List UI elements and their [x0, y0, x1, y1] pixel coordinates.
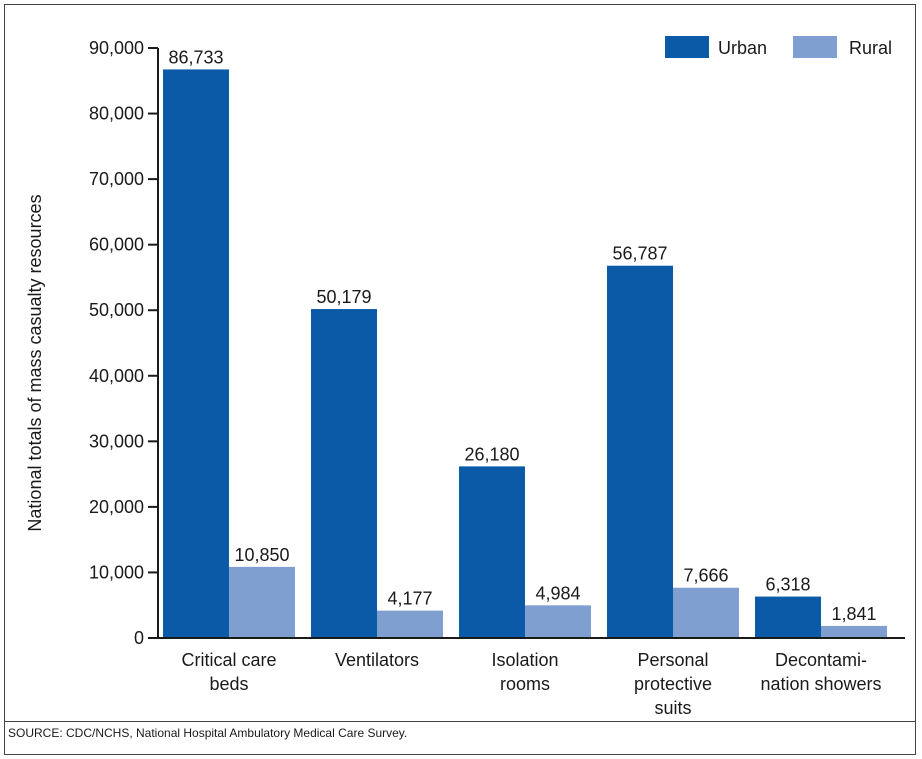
x-tick-label: Personal: [637, 650, 708, 670]
y-tick-label: 10,000: [89, 562, 144, 582]
y-tick-label: 80,000: [89, 104, 144, 124]
data-label-rural: 7,666: [683, 566, 728, 586]
data-label-rural: 10,850: [234, 545, 289, 565]
source-note: SOURCE: CDC/NCHS, National Hospital Ambu…: [8, 726, 408, 740]
data-label-urban: 50,179: [316, 287, 371, 307]
y-tick-label: 20,000: [89, 497, 144, 517]
x-tick-label: Ventilators: [335, 650, 419, 670]
bar-rural: [377, 610, 443, 638]
x-tick-label: Decontami-: [775, 650, 867, 670]
y-tick-label: 70,000: [89, 169, 144, 189]
y-tick-label: 0: [134, 628, 144, 648]
bar-urban: [163, 69, 229, 639]
x-tick-label: Isolation: [491, 650, 558, 670]
y-tick-label: 50,000: [89, 300, 144, 320]
y-tick-label: 40,000: [89, 366, 144, 386]
legend-swatch-urban: [665, 36, 709, 58]
x-tick-label: rooms: [500, 674, 550, 694]
y-axis-title: National totals of mass casualty resourc…: [25, 194, 45, 531]
bar-rural: [821, 625, 887, 638]
bar-urban: [607, 265, 673, 638]
data-label-urban: 56,787: [612, 244, 667, 264]
data-label-rural: 4,984: [535, 583, 580, 603]
bar-rural: [229, 566, 295, 638]
data-label-urban: 26,180: [464, 444, 519, 464]
data-label-urban: 86,733: [168, 47, 223, 67]
x-tick-label: nation showers: [760, 674, 881, 694]
x-tick-label: beds: [209, 674, 248, 694]
y-tick-label: 60,000: [89, 235, 144, 255]
legend-swatch-rural: [793, 36, 837, 58]
x-tick-label: Critical care: [181, 650, 276, 670]
data-label-rural: 1,841: [831, 604, 876, 624]
y-tick-label: 30,000: [89, 431, 144, 451]
bar-rural: [673, 587, 739, 638]
footer-divider: [5, 721, 915, 722]
legend-label-urban: Urban: [718, 38, 767, 58]
data-label-urban: 6,318: [765, 575, 810, 595]
x-tick-label: protective: [634, 674, 712, 694]
bar-rural: [525, 605, 591, 638]
bar-urban: [459, 466, 525, 638]
y-tick-label: 90,000: [89, 38, 144, 58]
bar-urban: [311, 309, 377, 638]
bar-urban: [755, 596, 821, 638]
data-label-rural: 4,177: [387, 589, 432, 609]
legend-label-rural: Rural: [849, 38, 892, 58]
x-tick-label: suits: [654, 698, 691, 718]
